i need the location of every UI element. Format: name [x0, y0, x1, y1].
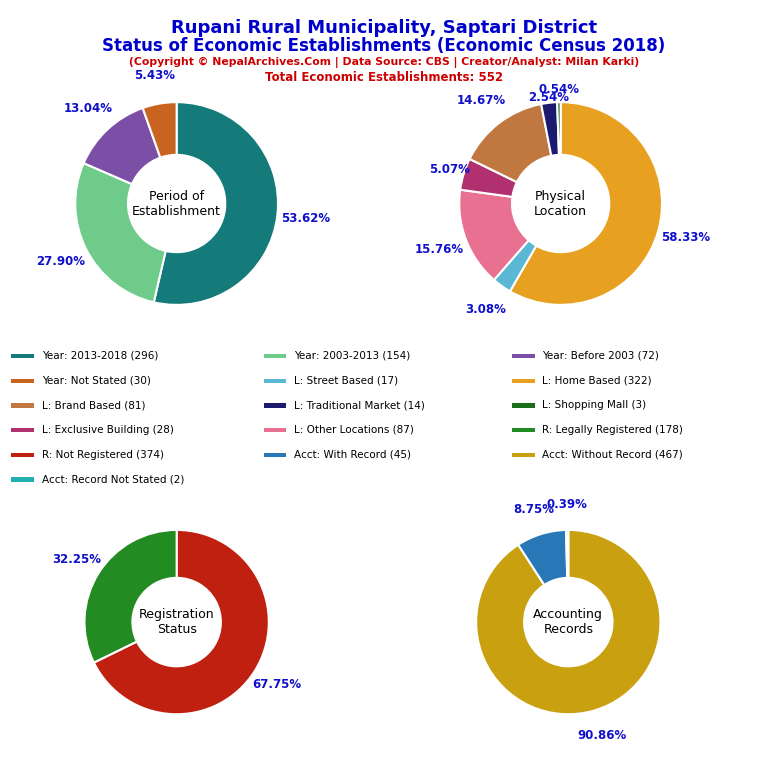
Bar [12, 452, 34, 457]
Bar [512, 452, 535, 457]
Text: 27.90%: 27.90% [36, 256, 85, 268]
Bar [512, 379, 535, 383]
Bar [263, 403, 286, 408]
Text: Acct: Record Not Stated (2): Acct: Record Not Stated (2) [41, 475, 184, 485]
Text: 58.33%: 58.33% [661, 230, 710, 243]
Text: Accounting
Records: Accounting Records [534, 608, 603, 636]
Text: (Copyright © NepalArchives.Com | Data Source: CBS | Creator/Analyst: Milan Karki: (Copyright © NepalArchives.Com | Data So… [129, 57, 639, 68]
Text: L: Other Locations (87): L: Other Locations (87) [293, 425, 413, 435]
Bar [12, 403, 34, 408]
Wedge shape [494, 240, 536, 291]
Text: 5.43%: 5.43% [134, 69, 175, 82]
Text: L: Street Based (17): L: Street Based (17) [293, 376, 398, 386]
Text: 14.67%: 14.67% [457, 94, 506, 107]
Bar [12, 478, 34, 482]
Text: 8.75%: 8.75% [513, 503, 554, 516]
Text: Physical
Location: Physical Location [534, 190, 588, 217]
Wedge shape [566, 530, 568, 578]
Text: 2.54%: 2.54% [528, 91, 569, 104]
Text: 5.07%: 5.07% [429, 163, 469, 176]
Bar [12, 428, 34, 432]
Wedge shape [510, 102, 662, 305]
Text: 15.76%: 15.76% [415, 243, 464, 256]
Wedge shape [154, 102, 278, 305]
Text: Total Economic Establishments: 552: Total Economic Establishments: 552 [265, 71, 503, 84]
Bar [12, 379, 34, 383]
Text: Period of
Establishment: Period of Establishment [132, 190, 221, 217]
Text: 90.86%: 90.86% [577, 729, 627, 742]
Text: Status of Economic Establishments (Economic Census 2018): Status of Economic Establishments (Econo… [102, 37, 666, 55]
Text: Registration
Status: Registration Status [139, 608, 214, 636]
Wedge shape [460, 159, 517, 197]
Text: 53.62%: 53.62% [281, 212, 330, 225]
Wedge shape [541, 102, 559, 156]
Wedge shape [469, 104, 551, 182]
Text: 0.39%: 0.39% [547, 498, 588, 511]
Text: L: Home Based (322): L: Home Based (322) [542, 376, 652, 386]
Bar [263, 452, 286, 457]
Wedge shape [518, 530, 568, 585]
Text: Year: Before 2003 (72): Year: Before 2003 (72) [542, 351, 659, 361]
Bar [263, 354, 286, 359]
Text: 67.75%: 67.75% [252, 678, 301, 691]
Wedge shape [459, 190, 528, 280]
Text: 13.04%: 13.04% [64, 102, 113, 115]
Text: 3.08%: 3.08% [465, 303, 505, 316]
Bar [12, 354, 34, 359]
Text: L: Traditional Market (14): L: Traditional Market (14) [293, 400, 425, 410]
Text: Year: Not Stated (30): Year: Not Stated (30) [41, 376, 151, 386]
Text: R: Legally Registered (178): R: Legally Registered (178) [542, 425, 683, 435]
Bar [512, 428, 535, 432]
Text: L: Exclusive Building (28): L: Exclusive Building (28) [41, 425, 174, 435]
Bar [263, 379, 286, 383]
Text: 32.25%: 32.25% [52, 553, 101, 566]
Wedge shape [84, 108, 161, 184]
Wedge shape [84, 530, 177, 663]
Bar [512, 354, 535, 359]
Text: Year: 2003-2013 (154): Year: 2003-2013 (154) [293, 351, 410, 361]
Text: R: Not Registered (374): R: Not Registered (374) [41, 449, 164, 459]
Wedge shape [557, 102, 561, 155]
Text: L: Brand Based (81): L: Brand Based (81) [41, 400, 145, 410]
Text: 0.54%: 0.54% [538, 84, 579, 97]
Text: L: Shopping Mall (3): L: Shopping Mall (3) [542, 400, 646, 410]
Wedge shape [94, 530, 269, 714]
Text: Rupani Rural Municipality, Saptari District: Rupani Rural Municipality, Saptari Distr… [171, 19, 597, 37]
Wedge shape [476, 530, 660, 714]
Wedge shape [143, 102, 177, 157]
Text: Acct: With Record (45): Acct: With Record (45) [293, 449, 411, 459]
Text: Acct: Without Record (467): Acct: Without Record (467) [542, 449, 683, 459]
Bar [263, 428, 286, 432]
Wedge shape [75, 163, 166, 303]
Text: Year: 2013-2018 (296): Year: 2013-2018 (296) [41, 351, 158, 361]
Bar [512, 403, 535, 408]
